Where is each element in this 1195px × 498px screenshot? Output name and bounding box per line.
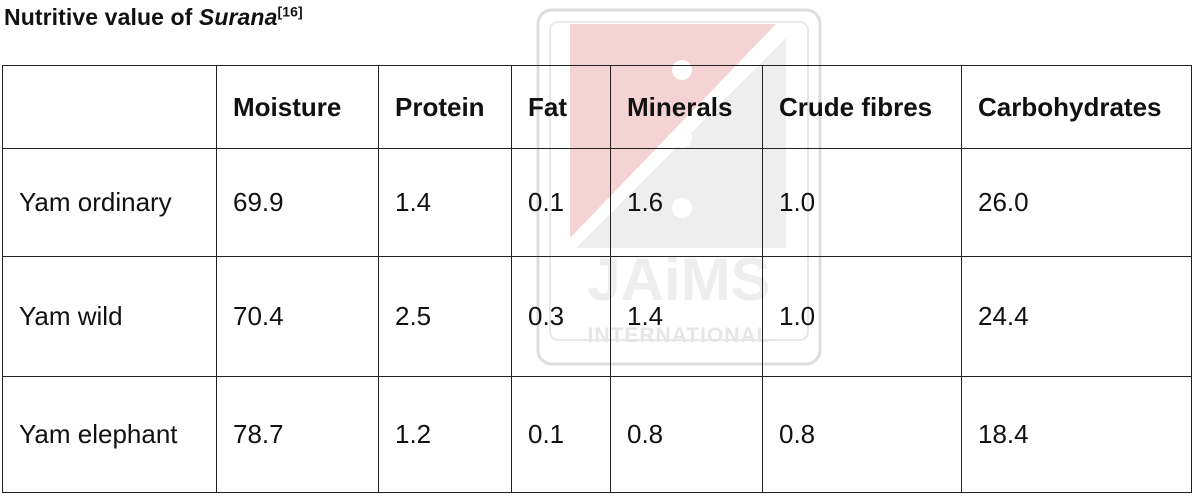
- table-row: Yam wild 70.4 2.5 0.3 1.4 1.0 24.4: [2, 256, 1192, 377]
- table-cell: 1.6: [610, 148, 763, 257]
- table-cell: 18.4: [961, 376, 1192, 493]
- table-row: Yam elephant 78.7 1.2 0.1 0.8 0.8 18.4: [2, 376, 1192, 493]
- nutrition-table: Moisture Protein Fat Minerals Crude fibr…: [2, 65, 1192, 493]
- row-label-cell: Yam wild: [2, 256, 217, 377]
- row-label-cell: Yam ordinary: [2, 148, 217, 257]
- table-cell: 0.1: [511, 376, 611, 493]
- row-label-cell: Yam elephant: [2, 376, 217, 493]
- table-cell: 1.4: [378, 148, 512, 257]
- header-cell: Carbohydrates: [961, 65, 1192, 149]
- page-title: Nutritive value of Surana[16]: [4, 4, 303, 31]
- table-cell: 26.0: [961, 148, 1192, 257]
- table-cell: 0.8: [610, 376, 763, 493]
- table-cell: 1.0: [762, 148, 962, 257]
- table-cell: 1.4: [610, 256, 763, 377]
- table-row: Yam ordinary 69.9 1.4 0.1 1.6 1.0 26.0: [2, 148, 1192, 257]
- header-cell: Minerals: [610, 65, 763, 149]
- table-header-row: Moisture Protein Fat Minerals Crude fibr…: [2, 65, 1192, 149]
- title-italic-text: Surana: [198, 4, 278, 30]
- header-cell: Protein: [378, 65, 512, 149]
- table-cell: 1.0: [762, 256, 962, 377]
- table-cell: 1.2: [378, 376, 512, 493]
- table-cell: 0.1: [511, 148, 611, 257]
- table-cell: 2.5: [378, 256, 512, 377]
- table-cell: 0.3: [511, 256, 611, 377]
- header-cell: Fat: [511, 65, 611, 149]
- header-cell: [2, 65, 217, 149]
- header-cell: Moisture: [216, 65, 379, 149]
- title-text: Nutritive value of: [4, 4, 199, 30]
- table-cell: 24.4: [961, 256, 1192, 377]
- table-cell: 69.9: [216, 148, 379, 257]
- table-cell: 70.4: [216, 256, 379, 377]
- title-reference: [16]: [277, 3, 303, 20]
- header-cell: Crude fibres: [762, 65, 962, 149]
- table-cell: 0.8: [762, 376, 962, 493]
- table-cell: 78.7: [216, 376, 379, 493]
